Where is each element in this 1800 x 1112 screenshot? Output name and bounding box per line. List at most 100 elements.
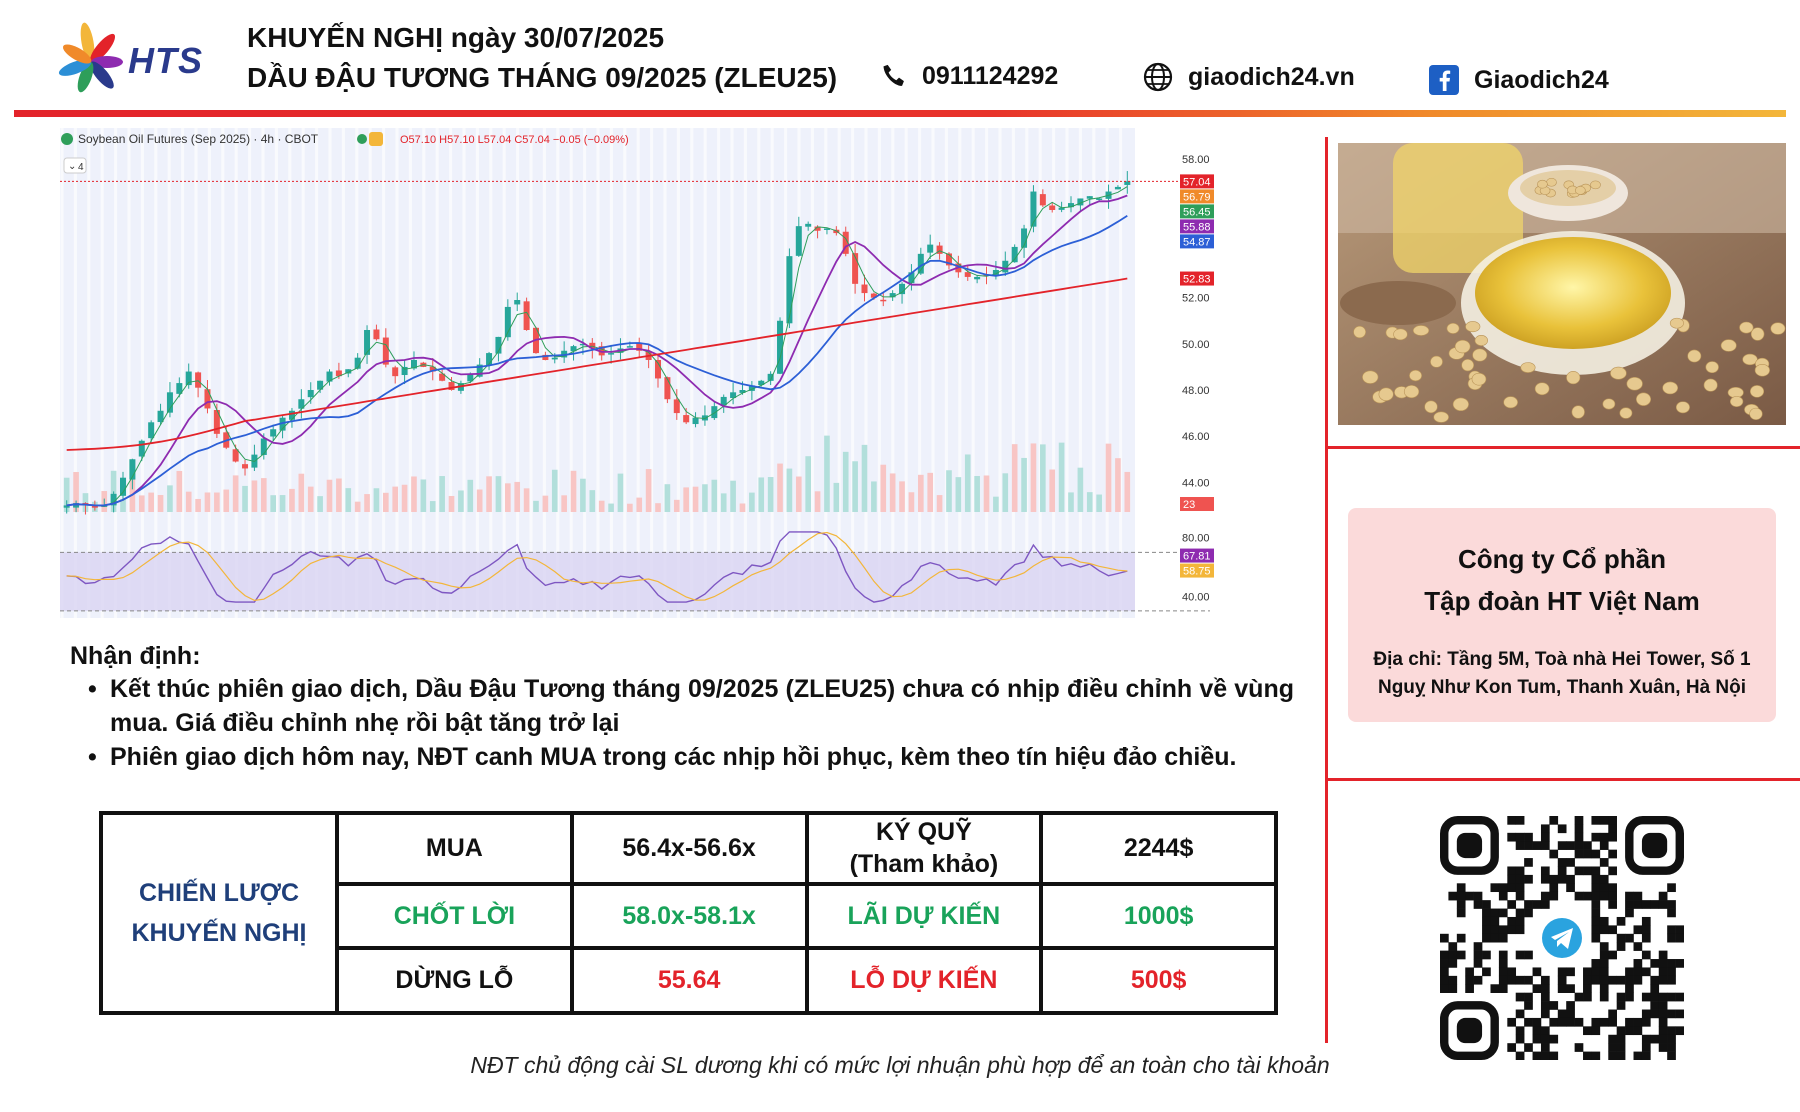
qr-module: [1599, 916, 1609, 926]
qr-module: [1608, 925, 1617, 935]
qr-module: [1515, 866, 1525, 876]
buy-label: MUA: [335, 811, 574, 886]
candle-body: [307, 390, 314, 398]
qr-module: [1625, 900, 1634, 909]
website-link[interactable]: giaodich24.vn: [1142, 61, 1355, 93]
facebook-link[interactable]: Giaodich24: [1428, 64, 1609, 96]
qr-module: [1532, 841, 1542, 850]
qr-module: [1667, 1051, 1676, 1061]
price-tag-bg: [1180, 174, 1214, 189]
candle-body: [870, 293, 877, 298]
qr-module: [1667, 1034, 1676, 1044]
volume-bar: [242, 485, 248, 512]
stop-loss-value: 55.64: [569, 946, 809, 1015]
price-tick-label: 48.00: [1182, 385, 1210, 397]
price-tick-label: 52.00: [1182, 293, 1210, 305]
qr-module: [1667, 967, 1676, 977]
volume-tag-bg: [1180, 497, 1214, 511]
candle-body: [504, 306, 511, 338]
price-tag: 55.88: [1183, 221, 1211, 233]
qr-module: [1625, 992, 1634, 1002]
qr-finder-ring: [1625, 816, 1685, 875]
candle-body: [326, 371, 333, 382]
qr-module: [1608, 891, 1617, 901]
candle-body: [579, 343, 586, 346]
candle-body: [63, 505, 70, 508]
qr-module: [1448, 950, 1458, 960]
qr-module: [1557, 1017, 1567, 1027]
candle-body: [129, 459, 136, 480]
qr-module: [1675, 925, 1685, 935]
volume-bar: [655, 503, 661, 512]
qr-module: [1591, 832, 1601, 842]
qr-module: [1641, 967, 1651, 977]
qr-module: [1515, 925, 1525, 935]
candle-body: [514, 300, 521, 305]
qr-module: [1599, 992, 1609, 1002]
qr-module: [1591, 975, 1601, 985]
qr-module: [1507, 883, 1517, 893]
candle-body: [795, 226, 802, 256]
qr-module: [1465, 984, 1474, 993]
qr-module: [1456, 891, 1466, 901]
qr-module: [1608, 824, 1617, 834]
qr-module: [1675, 1009, 1685, 1019]
qr-module: [1524, 992, 1533, 1002]
candle-body: [195, 372, 202, 388]
qr-module: [1524, 858, 1533, 867]
price-chart[interactable]: 58.00 52.00 50.00 48.00 46.00 44.00 80.00 40.00…: [60, 128, 1273, 618]
soybean-shape: [1474, 335, 1488, 346]
candle-body: [467, 373, 474, 382]
volume-bar: [148, 492, 154, 512]
qr-module: [1641, 933, 1651, 943]
soybean-shape: [1424, 400, 1438, 414]
qr-module: [1549, 891, 1559, 901]
qr-module: [1515, 1034, 1525, 1044]
qr-module: [1482, 900, 1491, 909]
qr-module: [1599, 959, 1609, 968]
qr-module: [1650, 984, 1660, 993]
qr-module: [1490, 883, 1500, 893]
qr-module: [1675, 959, 1685, 968]
qr-module: [1473, 900, 1483, 909]
qr-module: [1473, 975, 1483, 985]
qr-module: [1507, 916, 1517, 926]
volume-bar: [955, 477, 962, 512]
volume-bar: [63, 477, 70, 512]
qr-module: [1574, 891, 1584, 901]
qr-module: [1515, 992, 1525, 1002]
qr-module: [1574, 832, 1584, 842]
qr-module: [1507, 975, 1517, 985]
company-name-line2: Tập đoàn HT Việt Nam: [1424, 586, 1700, 616]
brand-text: HTS: [128, 40, 203, 81]
qr-module: [1557, 858, 1567, 867]
soybean-shape: [1452, 397, 1469, 412]
volume-bar: [495, 476, 502, 512]
telegram-qr-code[interactable]: [1440, 816, 1685, 1061]
candle-body: [551, 357, 558, 360]
analysis-list: Kết thúc phiên giao dịch, Dầu Đậu Tương …: [70, 672, 1294, 774]
qr-module: [1608, 883, 1617, 893]
qr-module: [1583, 992, 1592, 1002]
volume-bar: [176, 470, 183, 512]
soybean-shape: [1610, 366, 1627, 380]
soybean-shape: [1619, 407, 1633, 419]
indicator-toggle[interactable]: [63, 157, 87, 174]
volume-bar: [983, 475, 990, 512]
qr-module: [1507, 832, 1517, 842]
qr-module: [1482, 967, 1491, 977]
qr-module: [1658, 959, 1668, 968]
volume-bar: [739, 503, 746, 512]
volume-bar: [964, 454, 971, 512]
volume-bar: [364, 494, 370, 512]
soybean-shape: [1503, 396, 1518, 409]
volume-bar: [767, 477, 774, 512]
company-name: Công ty Cổ phần Tập đoàn HT Việt Nam: [1348, 538, 1776, 622]
qr-module: [1667, 925, 1676, 935]
soybean-shape: [1636, 392, 1651, 406]
phone-contact[interactable]: 0911124292: [880, 61, 1058, 91]
candle-body: [317, 380, 324, 390]
volume-bar: [795, 476, 802, 512]
volume-bar: [326, 479, 333, 512]
candle-body: [598, 346, 605, 356]
